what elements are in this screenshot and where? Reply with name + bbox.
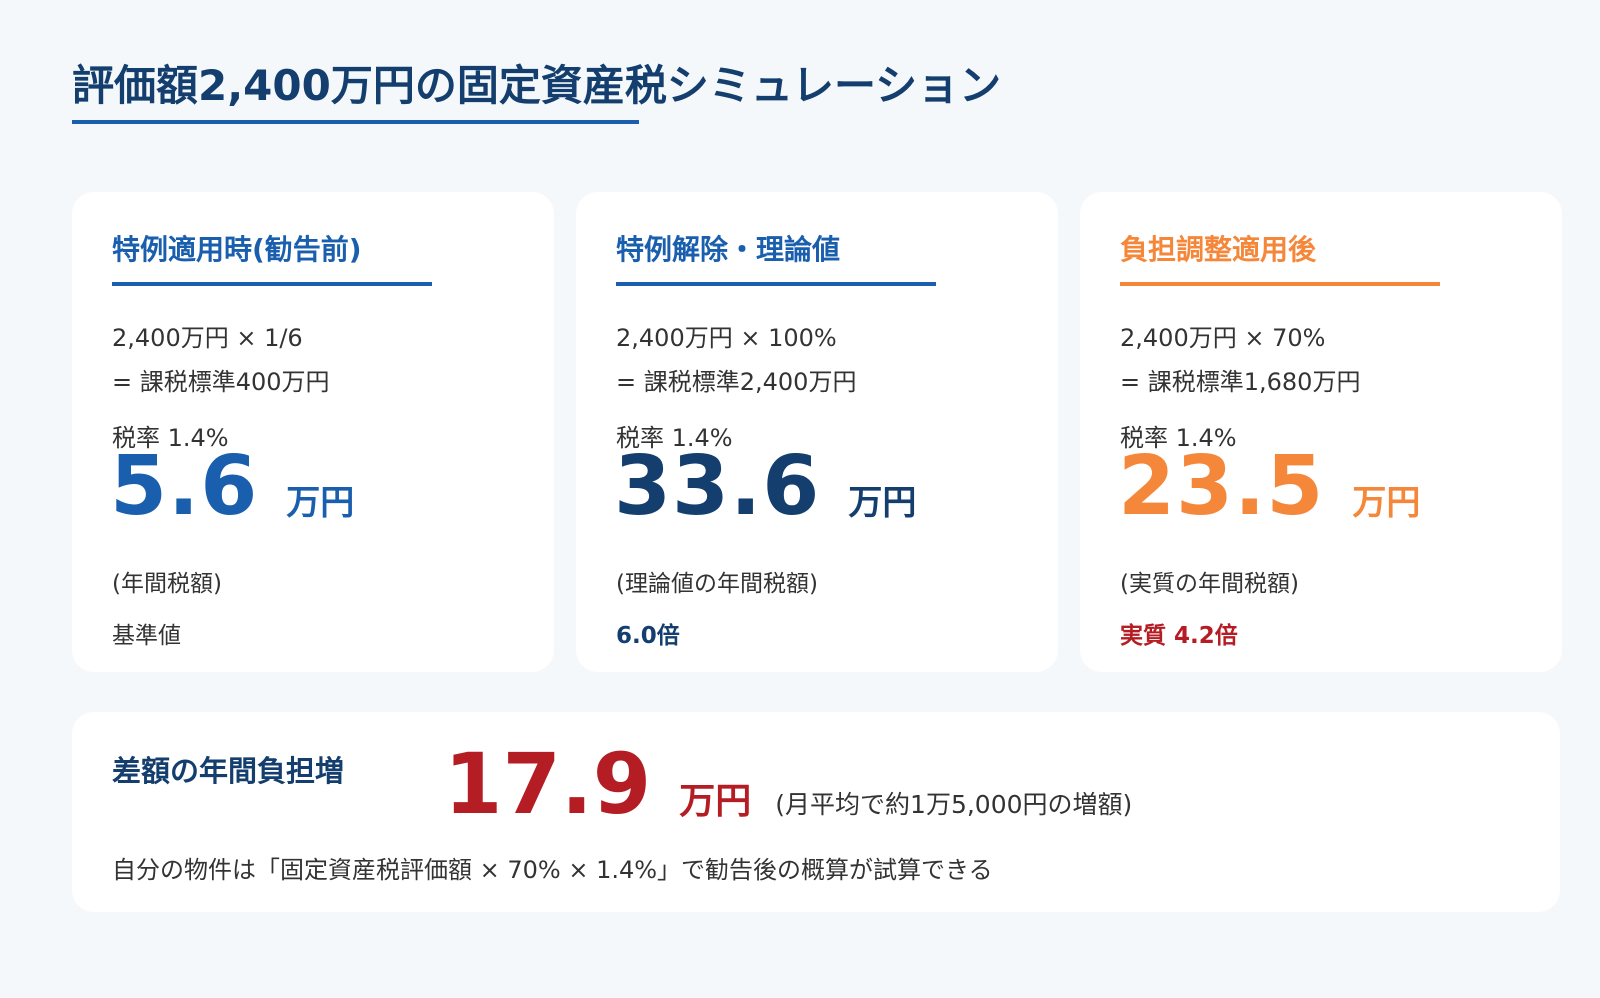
summary-amount-value: 17.9	[444, 735, 652, 833]
tax-amount-unit: 万円	[1352, 483, 1421, 523]
tax-amount: 5.6 万円	[110, 446, 354, 528]
amount-note: (理論値の年間税額)	[616, 571, 818, 597]
ratio-label: 6.0倍	[616, 623, 680, 649]
tax-amount-value: 23.5	[1118, 439, 1325, 534]
card-heading-underline	[616, 282, 936, 286]
formula-line: = 課税標準1,680万円	[1120, 368, 1361, 396]
summary-amount: 17.9 万円 (月平均で約1万5,000円の増額)	[444, 742, 1132, 826]
card-heading: 特例解除・理論値	[616, 233, 841, 266]
card-heading-underline	[1120, 282, 1440, 286]
ratio-label: 基準値	[112, 623, 181, 649]
ratio-label: 実質 4.2倍	[1120, 623, 1238, 649]
summary-description: 自分の物件は「固定資産税評価額 × 70% × 1.4%」で勧告後の概算が試算で…	[112, 856, 993, 884]
summary-label: 差額の年間負担増	[112, 754, 345, 788]
formula-line: 2,400万円 × 100%	[616, 324, 837, 352]
summary-amount-unit: 万円	[679, 781, 752, 822]
tax-rate: 税率 1.4%	[1120, 424, 1237, 452]
tax-amount: 23.5 万円	[1118, 446, 1420, 528]
tax-amount-value: 5.6	[110, 439, 259, 534]
page-title: 評価額2,400万円の固定資産税シミュレーション	[72, 61, 1002, 110]
tax-amount: 33.6 万円	[614, 446, 916, 528]
formula: 2,400万円 × 1/6 = 課税標準400万円	[112, 316, 330, 404]
summary-monthly-note: (月平均で約1万5,000円の増額)	[775, 790, 1133, 819]
card-adjusted: 負担調整適用後 2,400万円 × 70% = 課税標準1,680万円 税率 1…	[1080, 192, 1562, 672]
tax-amount-value: 33.6	[614, 439, 821, 534]
formula-line: = 課税標準2,400万円	[616, 368, 857, 396]
formula: 2,400万円 × 100% = 課税標準2,400万円	[616, 316, 856, 404]
tax-amount-unit: 万円	[286, 483, 355, 523]
formula-line: = 課税標準400万円	[112, 368, 330, 396]
card-special-rule: 特例適用時(勧告前) 2,400万円 × 1/6 = 課税標準400万円 税率 …	[72, 192, 554, 672]
amount-note: (実質の年間税額)	[1120, 571, 1299, 597]
card-heading: 特例適用時(勧告前)	[112, 233, 362, 266]
formula-line: 2,400万円 × 1/6	[112, 324, 303, 352]
title-underline	[72, 120, 639, 124]
card-heading: 負担調整適用後	[1120, 233, 1317, 266]
card-heading-underline	[112, 282, 432, 286]
tax-rate: 税率 1.4%	[112, 424, 229, 452]
summary-panel: 差額の年間負担増 17.9 万円 (月平均で約1万5,000円の増額) 自分の物…	[72, 712, 1560, 912]
formula: 2,400万円 × 70% = 課税標準1,680万円	[1120, 316, 1360, 404]
tax-amount-unit: 万円	[848, 483, 917, 523]
formula-line: 2,400万円 × 70%	[1120, 324, 1326, 352]
card-theoretical: 特例解除・理論値 2,400万円 × 100% = 課税標準2,400万円 税率…	[576, 192, 1058, 672]
tax-rate: 税率 1.4%	[616, 424, 733, 452]
amount-note: (年間税額)	[112, 571, 222, 597]
